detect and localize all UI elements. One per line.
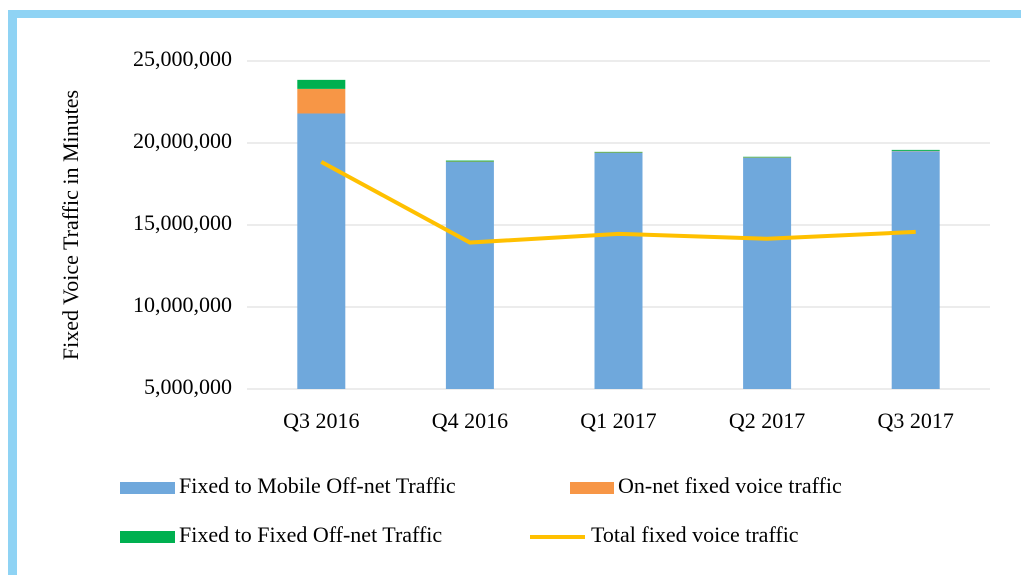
y-axis-label: Fixed Voice Traffic in Minutes (58, 90, 83, 360)
x-tick-label: Q3 2016 (283, 408, 359, 433)
legend-label: Fixed to Mobile Off-net Traffic (179, 473, 456, 498)
x-tick-label: Q4 2016 (432, 408, 508, 433)
bar (297, 79, 346, 89)
x-tick-label: Q1 2017 (580, 408, 656, 433)
bar (891, 149, 940, 151)
bar (445, 160, 494, 162)
legend-swatch (120, 531, 175, 543)
y-tick-label: 20,000,000 (133, 128, 232, 153)
y-tick-label: 10,000,000 (133, 292, 232, 317)
y-tick-label: 5,000,000 (144, 374, 232, 399)
x-tick-label: Q3 2017 (878, 408, 954, 433)
bar (445, 161, 494, 389)
legend-swatch (570, 482, 614, 494)
legend-swatch (120, 482, 175, 494)
frame-top (8, 10, 1021, 18)
bar (594, 152, 643, 389)
bar (297, 113, 346, 389)
bar (743, 156, 792, 158)
bar (743, 157, 792, 389)
legend-label: On-net fixed voice traffic (618, 473, 842, 498)
x-tick-label: Q2 2017 (729, 408, 805, 433)
line (320, 160, 916, 245)
y-tick-label: 15,000,000 (133, 210, 232, 235)
bar (297, 88, 346, 114)
frame-left (8, 10, 17, 575)
legend-label: Total fixed voice traffic (591, 522, 799, 547)
y-tick-label: 25,000,000 (133, 46, 232, 71)
bar (594, 151, 643, 153)
legend-label: Fixed to Fixed Off-net Traffic (179, 522, 442, 547)
bar (891, 151, 940, 389)
